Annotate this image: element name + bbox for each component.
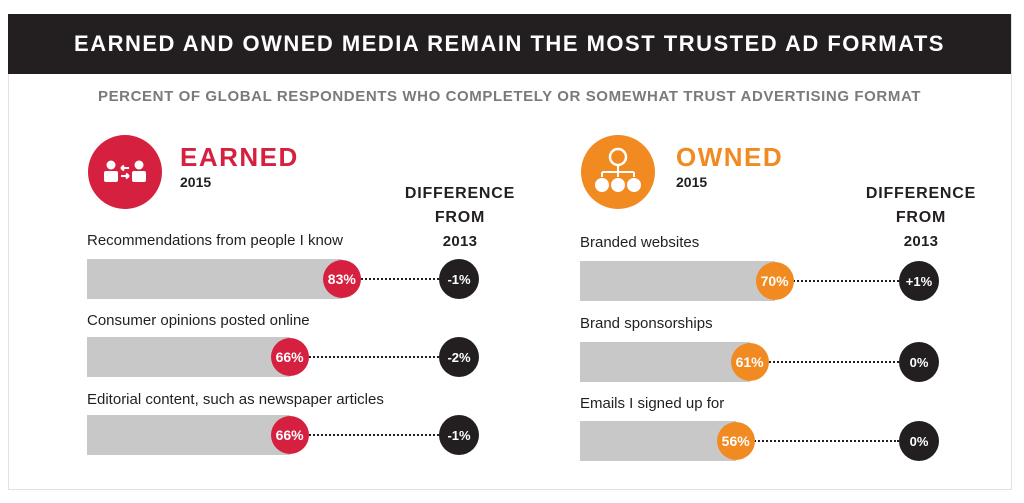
difference-badge: -1% — [439, 415, 479, 455]
chart-frame — [8, 14, 1012, 490]
org-hierarchy-icon — [581, 135, 655, 209]
owned-diff-header: DIFFERENCE FROM 2013 — [856, 182, 986, 254]
dotted-connector — [750, 440, 899, 442]
bar — [87, 415, 290, 455]
dotted-connector — [304, 434, 439, 436]
bar — [87, 259, 342, 299]
bar-value-label: 66% — [270, 416, 309, 454]
bar-category-label: Emails I signed up for — [580, 395, 725, 412]
owned-year: 2015 — [676, 174, 708, 190]
difference-badge: 0% — [899, 421, 939, 461]
bar-category-label: Recommendations from people I know — [87, 232, 343, 249]
diff-header-line2: FROM — [895, 209, 947, 226]
people-exchange-icon — [88, 135, 162, 209]
bar-value-label: 56% — [716, 422, 755, 460]
diff-header-line1: DIFFERENCE — [865, 185, 977, 202]
bar-category-label: Editorial content, such as newspaper art… — [87, 391, 384, 408]
bar-category-label: Consumer opinions posted online — [87, 312, 310, 329]
diff-header-line1: DIFFERENCE — [404, 185, 516, 202]
earned-title: EARNED — [180, 142, 299, 172]
bar-category-label: Brand sponsorships — [580, 315, 713, 332]
bar-value-label: 66% — [270, 338, 309, 376]
diff-header-line3: 2013 — [442, 233, 478, 250]
dotted-connector — [304, 356, 439, 358]
difference-badge: +1% — [899, 261, 939, 301]
chart-subtitle: PERCENT OF GLOBAL RESPONDENTS WHO COMPLE… — [97, 88, 922, 105]
bar — [87, 337, 290, 377]
chart-title: EARNED AND OWNED MEDIA REMAIN THE MOST T… — [8, 14, 1011, 74]
dotted-connector — [356, 278, 439, 280]
bar-category-label: Branded websites — [580, 234, 700, 251]
difference-badge: 0% — [899, 342, 939, 382]
owned-title: OWNED — [676, 142, 784, 172]
dotted-connector — [764, 361, 899, 363]
bar-value-label: 83% — [322, 260, 361, 298]
bar — [580, 421, 736, 461]
bar — [580, 261, 775, 301]
diff-header-line2: FROM — [434, 209, 486, 226]
difference-badge: -2% — [439, 337, 479, 377]
dotted-connector — [789, 280, 899, 282]
diff-header-line3: 2013 — [903, 233, 939, 250]
earned-diff-header: DIFFERENCE FROM 2013 — [395, 182, 525, 254]
bar-value-label: 61% — [730, 343, 769, 381]
bar-value-label: 70% — [755, 262, 794, 300]
difference-badge: -1% — [439, 259, 479, 299]
earned-year: 2015 — [180, 174, 212, 190]
bar — [580, 342, 750, 382]
